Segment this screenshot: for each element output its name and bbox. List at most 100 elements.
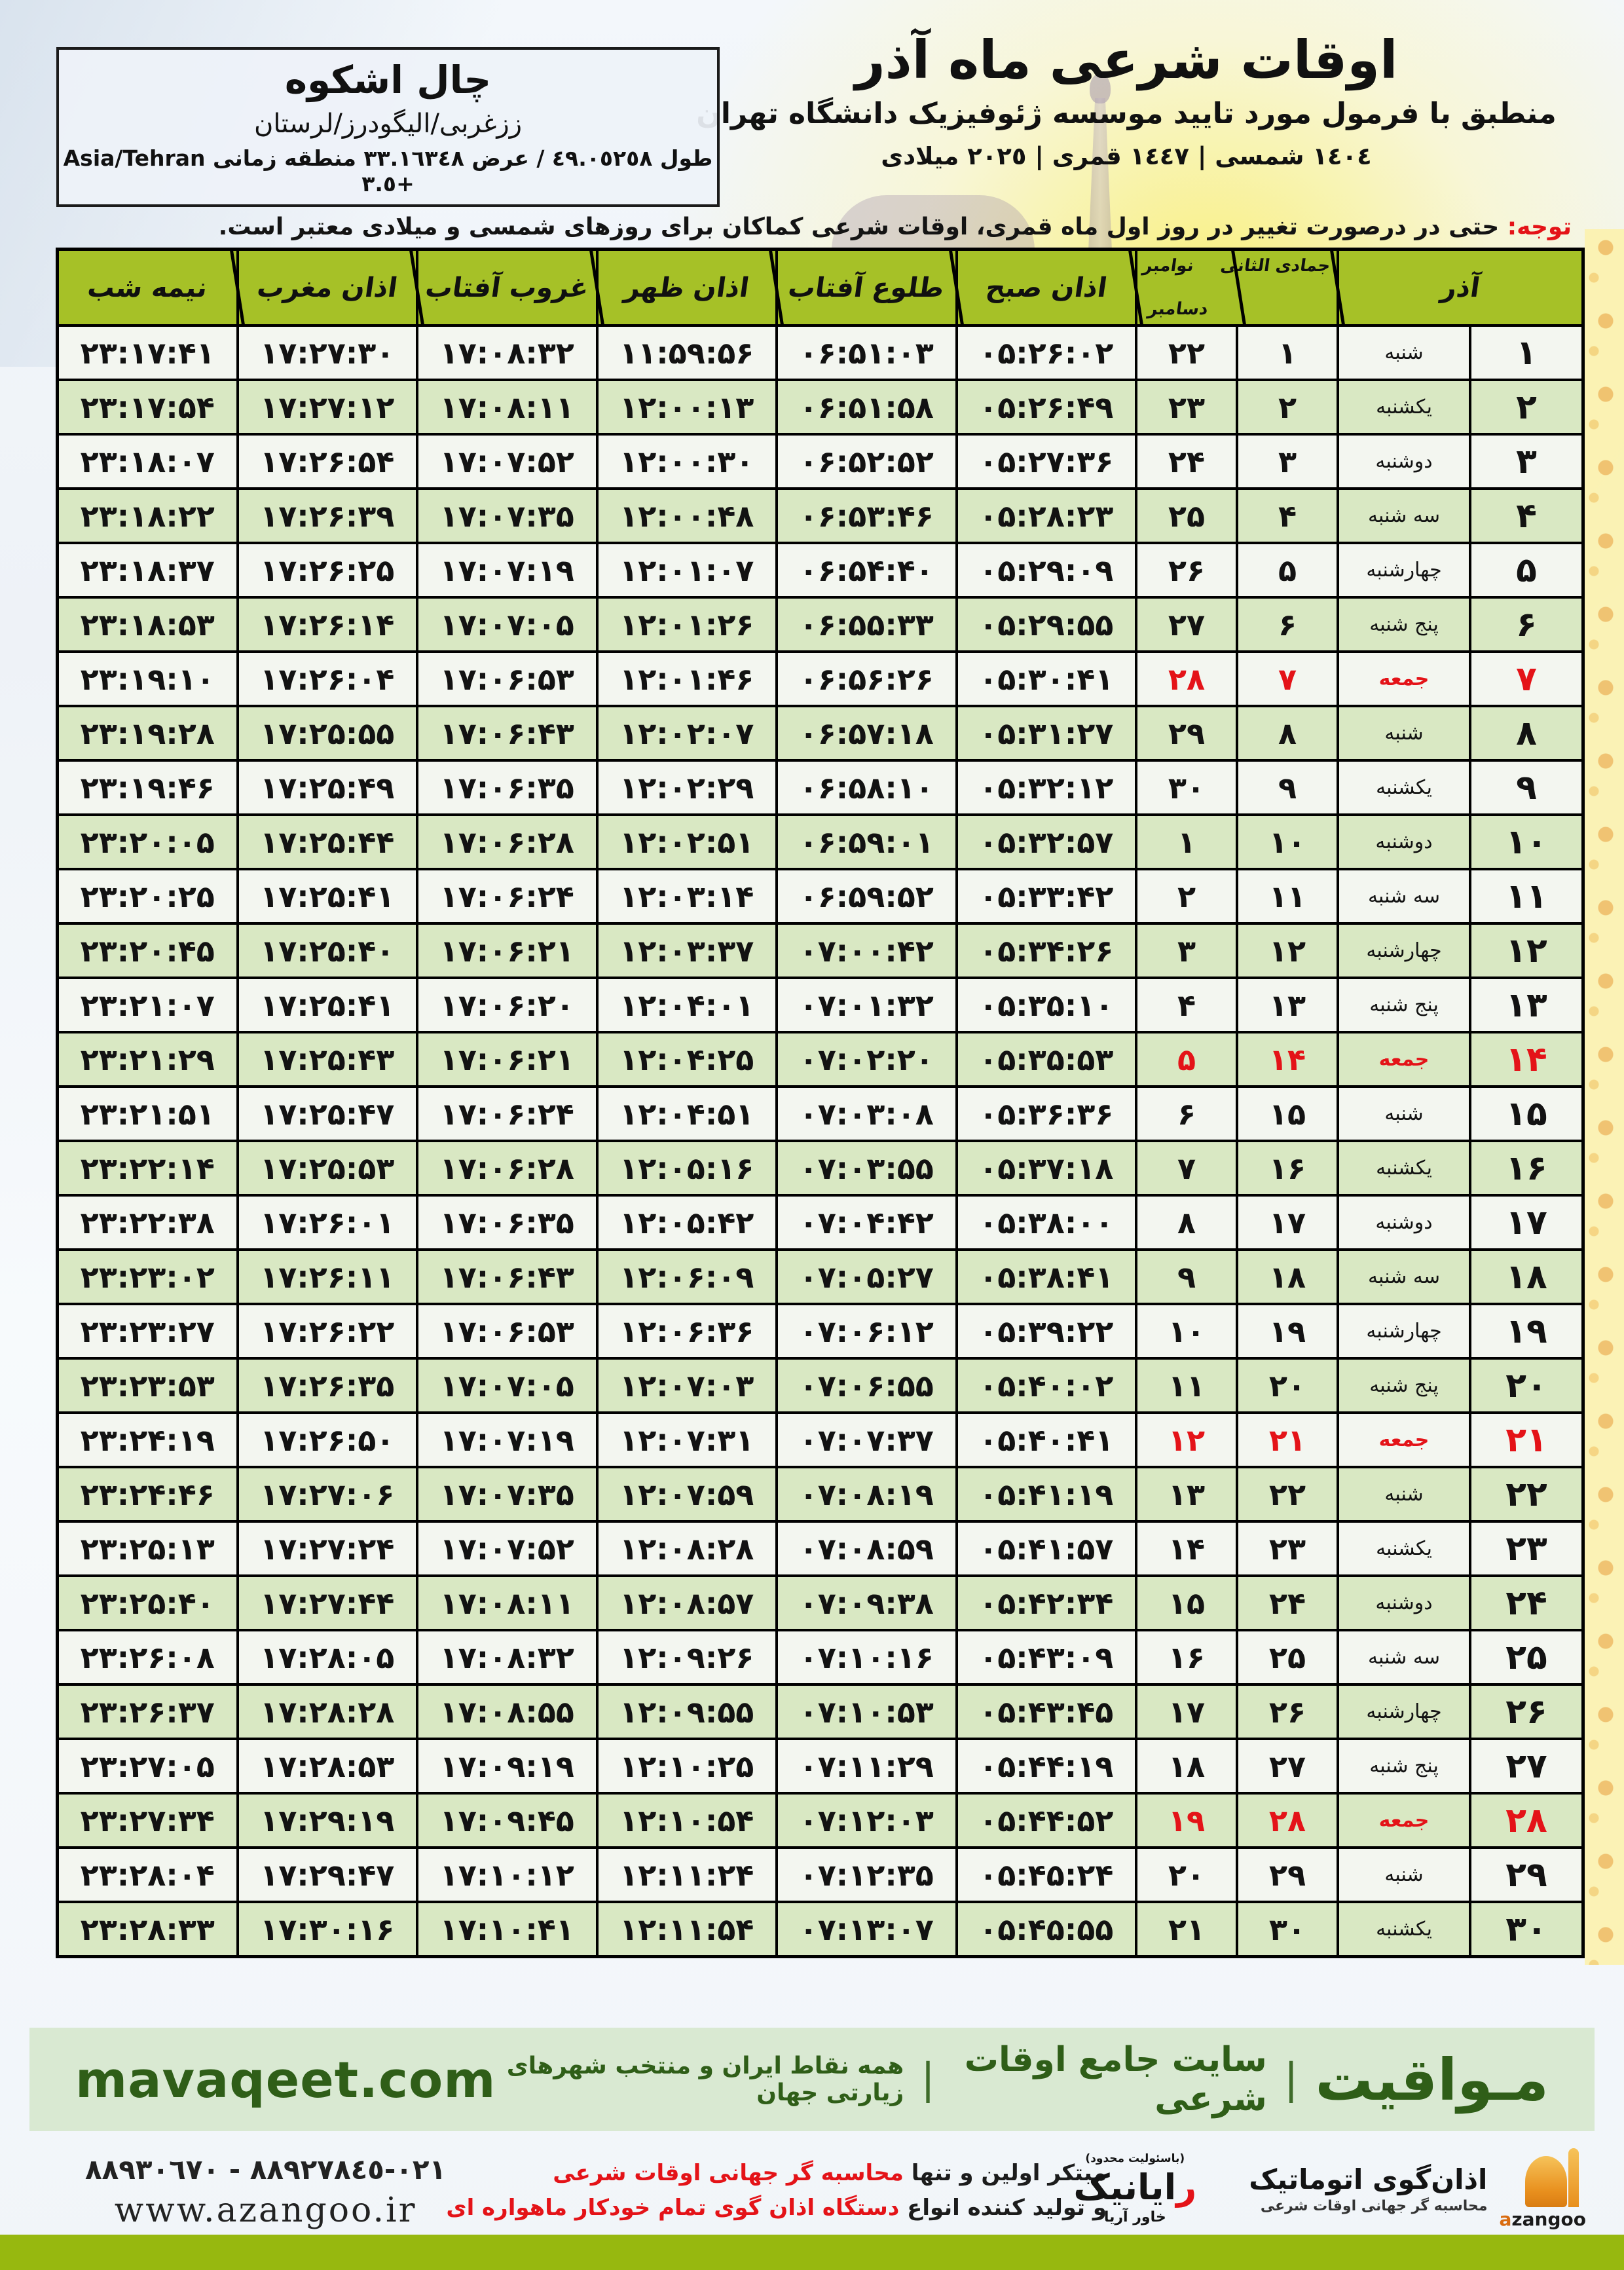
prayer-table-body: ۱ شنبه ۱ ۲۲ ۰۵:۲۶:۰۲ ۰۶:۵۱:۰۳ ۱۱:۵۹:۵۶ ۱۷:۰۸:۳۲… [59,327,1581,1955]
prayer-times-table: آذر جمادی الثانی نوامبر دسامبر اذان صبح … [56,248,1585,1958]
cell-maghreb-row-18: ۱۷:۲۶:۱۱ [238,1251,416,1303]
column-header-maghreb: اذان مغرب [238,251,416,324]
cell-ghorub-row-5: ۱۷:۰۷:۱۹ [418,544,596,596]
cell-maghreb-row-3: ۱۷:۲۶:۵۴ [238,436,416,487]
cell-zohr-row-3: ۱۲:۰۰:۳۰ [598,436,775,487]
cell-zohr-row-18: ۱۲:۰۶:۰۹ [598,1251,775,1303]
mavaqeet-domain: mavaqeet.com [75,2050,496,2109]
cell-maghreb-row-29: ۱۷:۲۹:۴۷ [238,1849,416,1901]
cell-azar-row-7: ۷ [1471,653,1581,705]
cell-maghreb-row-13: ۱۷:۲۵:۴۱ [238,979,416,1031]
cell-zohr-row-5: ۱۲:۰۱:۰۷ [598,544,775,596]
header-block: اوقات شرعی ماه آذر منطبق با فرمول مورد ت… [674,28,1578,170]
cell-nimeshab-row-25: ۲۳:۲۶:۰۸ [59,1631,236,1683]
cell-miladi-row-23: ۱۴ [1137,1523,1236,1574]
cell-ghorub-row-7: ۱۷:۰۶:۵۳ [418,653,596,705]
cell-jumada-row-16: ۱۶ [1238,1142,1337,1194]
column-header-nimeshab: نیمه شب [59,251,236,324]
cell-sobh-row-20: ۰۵:۴۰:۰۲ [957,1360,1135,1411]
cell-maghreb-row-20: ۱۷:۲۶:۳۵ [238,1360,416,1411]
cell-jumada-row-13: ۱۳ [1238,979,1337,1031]
cell-nimeshab-row-19: ۲۳:۲۳:۲۷ [59,1305,236,1357]
cell-nimeshab-row-28: ۲۳:۲۷:۳۴ [59,1795,236,1846]
cell-zohr-row-30: ۱۲:۱۱:۵۴ [598,1903,775,1955]
cell-maghreb-row-27: ۱۷:۲۸:۵۳ [238,1740,416,1792]
producer-line-1: مبتکر اولین و تنها محاسبه گر جهانی اوقات… [553,2160,1107,2186]
cell-maghreb-row-22: ۱۷:۲۷:۰۶ [238,1468,416,1520]
cell-ghorub-row-20: ۱۷:۰۷:۰۵ [418,1360,596,1411]
cell-azar-row-6: ۶ [1471,599,1581,650]
cell-zohr-row-2: ۱۲:۰۰:۱۳ [598,381,775,433]
cell-maghreb-row-10: ۱۷:۲۵:۴۴ [238,816,416,868]
location-region: ززغربی/الیگودرز/لرستان [253,109,523,139]
cell-nimeshab-row-3: ۲۳:۱۸:۰۷ [59,436,236,487]
cell-ghorub-row-1: ۱۷:۰۸:۳۲ [418,327,596,379]
cell-jumada-row-30: ۳۰ [1238,1903,1337,1955]
cell-ghorub-row-12: ۱۷:۰۶:۲۱ [418,925,596,977]
cell-nimeshab-row-2: ۲۳:۱۷:۵۴ [59,381,236,433]
cell-tolu-row-1: ۰۶:۵۱:۰۳ [778,327,955,379]
cell-sobh-row-17: ۰۵:۳۸:۰۰ [957,1197,1135,1248]
cell-jumada-row-9: ۹ [1238,762,1337,813]
location-box: چال اشکوه ززغربی/الیگودرز/لرستان طول ٤٩.… [56,47,720,207]
producer-description: مبتکر اولین و تنها محاسبه گر جهانی اوقات… [446,2156,1107,2225]
cell-jumada-row-1: ۱ [1238,327,1337,379]
cell-jumada-row-24: ۲۴ [1238,1577,1337,1629]
cell-nimeshab-row-17: ۲۳:۲۲:۳۸ [59,1197,236,1248]
cell-weekday-row-14: جمعه [1339,1033,1469,1085]
cell-zohr-row-21: ۱۲:۰۷:۳۱ [598,1414,775,1466]
cell-weekday-row-27: پنج شنبه [1339,1740,1469,1792]
column-header-december: دسامبر [1146,299,1209,319]
contact-block: ٠٢١-٨٨٩٢٧٨٤٥ - ٨٨٩٣٠٦٧٠ www.azangoo.ir [85,2153,446,2230]
cell-miladi-row-7: ۲۸ [1137,653,1236,705]
cell-tolu-row-30: ۰۷:۱۳:۰۷ [778,1903,955,1955]
cell-tolu-row-10: ۰۶:۵۹:۰۱ [778,816,955,868]
column-header-months: جمادی الثانی نوامبر دسامبر [1137,251,1337,324]
cell-jumada-row-18: ۱۸ [1238,1251,1337,1303]
cell-miladi-row-5: ۲۶ [1137,544,1236,596]
cell-tolu-row-23: ۰۷:۰۸:۵۹ [778,1523,955,1574]
cell-tolu-row-22: ۰۷:۰۸:۱۹ [778,1468,955,1520]
cell-jumada-row-26: ۲۶ [1238,1686,1337,1738]
cell-tolu-row-8: ۰۶:۵۷:۱۸ [778,707,955,759]
cell-sobh-row-27: ۰۵:۴۴:۱۹ [957,1740,1135,1792]
cell-maghreb-row-8: ۱۷:۲۵:۵۵ [238,707,416,759]
table-header-row: آذر جمادی الثانی نوامبر دسامبر اذان صبح … [59,251,1581,324]
footer-logos: azangoo اذان‌گوی اتوماتیک محاسبه گر جهان… [1073,2147,1586,2230]
cell-maghreb-row-25: ۱۷:۲۸:۰۵ [238,1631,416,1683]
cell-maghreb-row-19: ۱۷:۲۶:۲۲ [238,1305,416,1357]
cell-sobh-row-10: ۰۵:۳۲:۵۷ [957,816,1135,868]
cell-azar-row-14: ۱۴ [1471,1033,1581,1085]
cell-weekday-row-7: جمعه [1339,653,1469,705]
cell-zohr-row-1: ۱۱:۵۹:۵۶ [598,327,775,379]
cell-sobh-row-29: ۰۵:۴۵:۲۴ [957,1849,1135,1901]
cell-weekday-row-18: سه شنبه [1339,1251,1469,1303]
bottom-color-bar [0,2235,1624,2270]
cell-azar-row-13: ۱۳ [1471,979,1581,1031]
cell-ghorub-row-13: ۱۷:۰۶:۲۰ [418,979,596,1031]
cell-maghreb-row-21: ۱۷:۲۶:۵۰ [238,1414,416,1466]
cell-sobh-row-25: ۰۵:۴۳:۰۹ [957,1631,1135,1683]
cell-miladi-row-16: ۷ [1137,1142,1236,1194]
cell-jumada-row-20: ۲۰ [1238,1360,1337,1411]
cell-weekday-row-30: یکشنبه [1339,1903,1469,1955]
cell-azar-row-29: ۲۹ [1471,1849,1581,1901]
cell-weekday-row-16: یکشنبه [1339,1142,1469,1194]
cell-nimeshab-row-7: ۲۳:۱۹:۱۰ [59,653,236,705]
cell-tolu-row-4: ۰۶:۵۳:۴۶ [778,490,955,542]
cell-azar-row-27: ۲۷ [1471,1740,1581,1792]
cell-weekday-row-29: شنبه [1339,1849,1469,1901]
cell-ghorub-row-21: ۱۷:۰۷:۱۹ [418,1414,596,1466]
cell-sobh-row-1: ۰۵:۲۶:۰۲ [957,327,1135,379]
cell-zohr-row-23: ۱۲:۰۸:۲۸ [598,1523,775,1574]
column-header-tolu: طلوع آفتاب [778,251,955,324]
cell-tolu-row-21: ۰۷:۰۷:۳۷ [778,1414,955,1466]
cell-maghreb-row-9: ۱۷:۲۵:۴۹ [238,762,416,813]
cell-zohr-row-9: ۱۲:۰۲:۲۹ [598,762,775,813]
cell-miladi-row-29: ۲۰ [1137,1849,1236,1901]
cell-maghreb-row-12: ۱۷:۲۵:۴۰ [238,925,416,977]
cell-maghreb-row-26: ۱۷:۲۸:۲۸ [238,1686,416,1738]
rayanik-small-text: (باسئولیت محدود) [1085,2151,1185,2165]
cell-miladi-row-14: ۵ [1137,1033,1236,1085]
cell-tolu-row-14: ۰۷:۰۲:۲۰ [778,1033,955,1085]
